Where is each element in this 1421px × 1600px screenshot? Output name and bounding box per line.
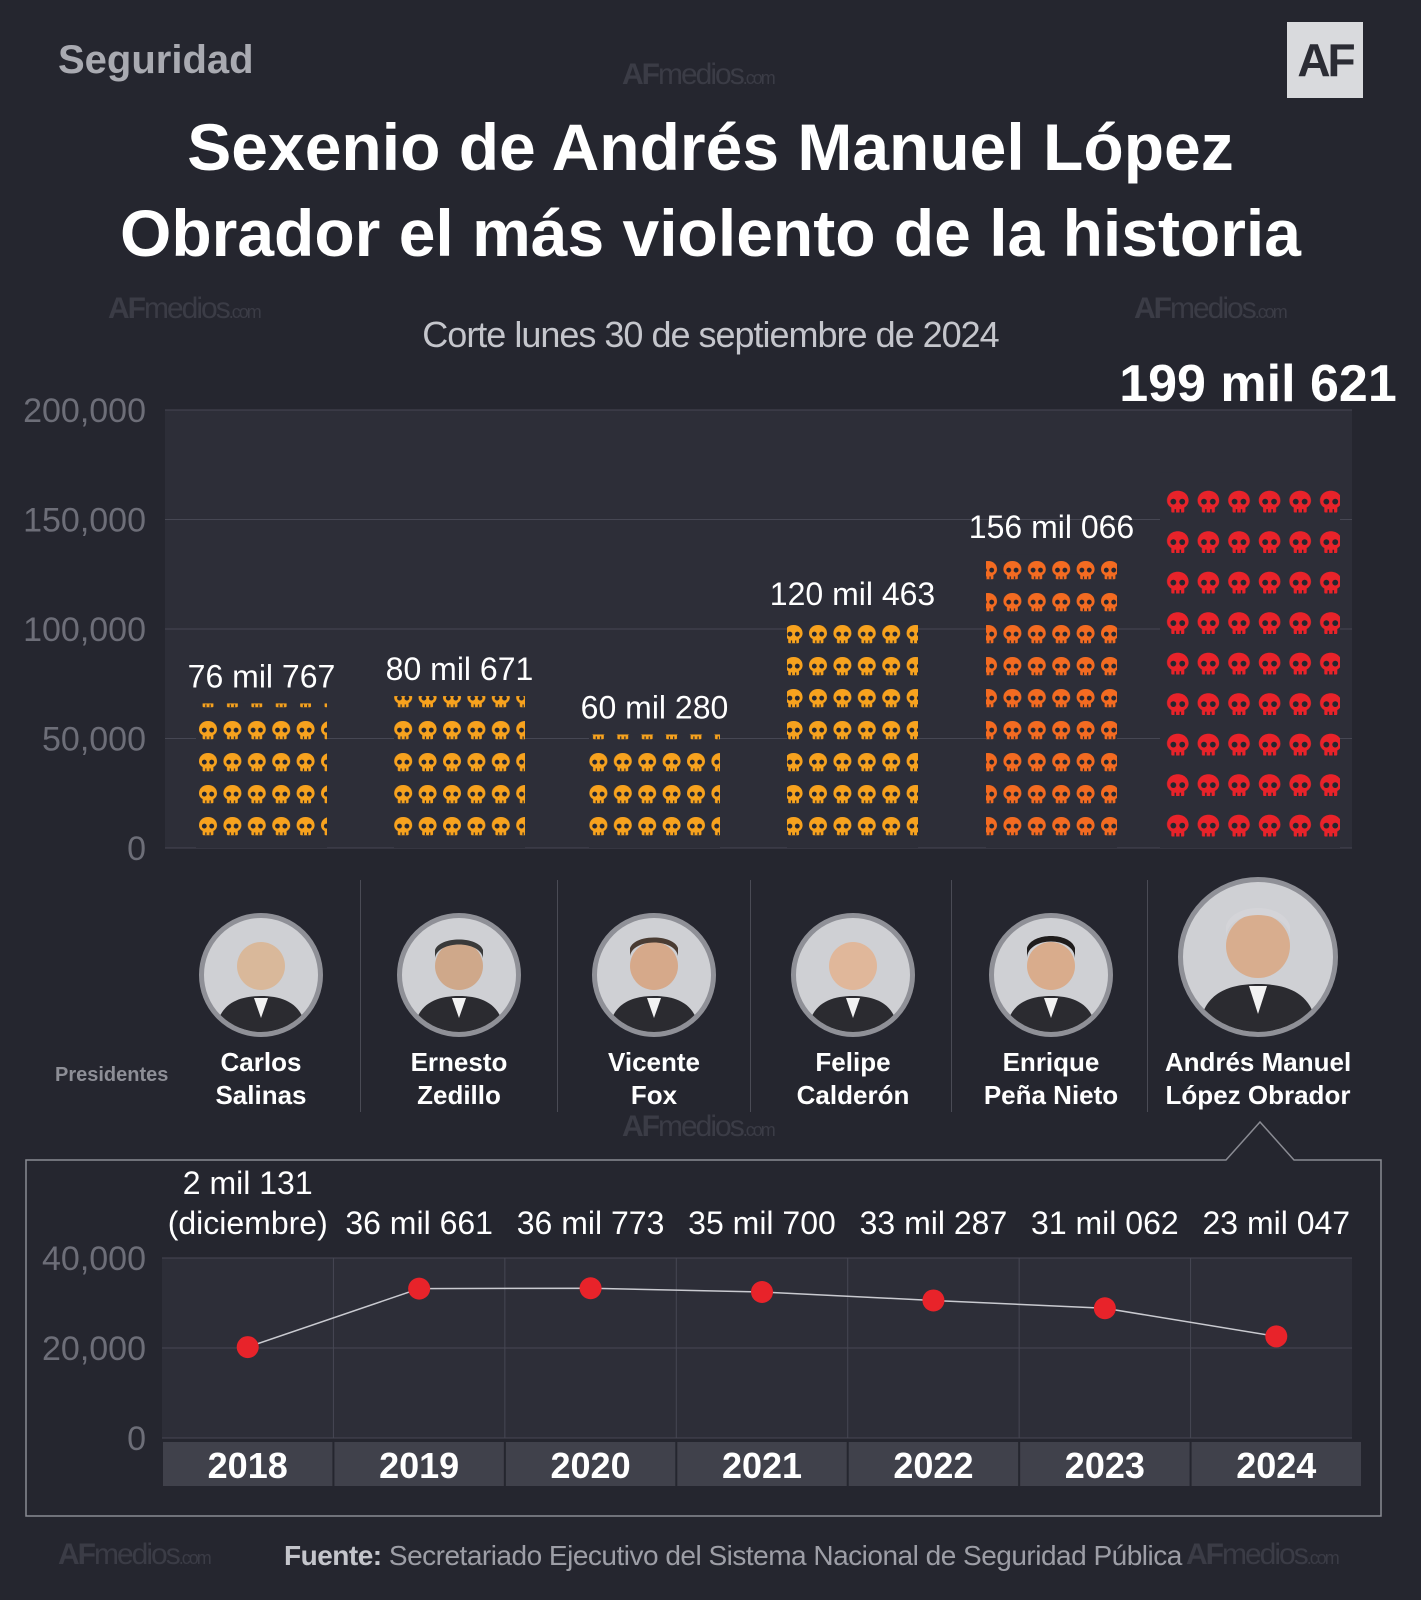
point-value-label: 35 mil 700 [688,1205,836,1241]
president-photo-salinas [199,913,323,1037]
president-photo-calderon [791,913,915,1037]
bar [589,734,720,848]
column-divider [1147,880,1148,1112]
af-logo: AF [1287,22,1363,98]
president-name-fox: Vicente Fox [607,1047,700,1110]
bar-value-label: 120 mil 463 [770,576,935,612]
data-point [236,1336,259,1359]
point-value-label: 23 mil 047 [1202,1205,1350,1241]
bar [986,554,1117,848]
year-cell [163,1442,333,1486]
point-value-label: 36 mil 661 [345,1205,493,1241]
president-name-salinas: Carlos Salinas [215,1047,307,1110]
point-value-label: (diciembre) [168,1205,328,1241]
year-cell [505,1442,676,1486]
data-point [1265,1325,1288,1348]
y-tick-label: 20,000 [42,1330,146,1368]
watermark: AFmedios.com [108,292,262,325]
watermark: AFmedios.com [1134,292,1288,325]
y-tick-label: 200,000 [23,392,146,430]
source-note: Fuente: Secretariado Ejecutivo del Siste… [284,1540,1182,1571]
x-tick-label: 2020 [551,1445,631,1486]
bar-value-label: 156 mil 066 [969,509,1134,545]
yearly-line-chart: 0 20,000 40,000 2018 2019 2020 2021 2022 2023 20… [25,1120,1382,1517]
column-divider [557,880,558,1112]
x-tick-label: 2019 [379,1445,459,1486]
data-point [1093,1297,1116,1320]
x-tick-label: 2023 [1065,1445,1145,1486]
x-tick-label: 2021 [722,1445,802,1486]
x-tick-label: 2018 [208,1445,288,1486]
column-divider [750,880,751,1112]
watermark: AFmedios.com [622,1110,776,1143]
point-value-label: 33 mil 287 [860,1205,1008,1241]
bar [196,703,327,848]
bar-value-label: 199 mil 621 [1119,360,1397,413]
point-value-label: 36 mil 773 [517,1205,665,1241]
y-tick-label: 150,000 [23,502,146,540]
data-point [408,1277,431,1300]
bar [394,696,525,848]
bar-value-label: 76 mil 767 [188,658,336,694]
year-cell [677,1442,847,1486]
president-name-lopez-obrador: Andrés Manuel López Obrador [1164,1047,1352,1110]
title-line-2: Obrador el más violento de la historia [120,196,1301,270]
data-point [751,1280,773,1303]
bar [1160,472,1340,848]
president-name-zedillo: Ernesto Zedillo [410,1047,508,1110]
x-tick-label: 2024 [1236,1445,1316,1486]
watermark: AFmedios.com [1186,1538,1340,1571]
subtitle: Corte lunes 30 de septiembre de 2024 [422,314,999,355]
point-value-label: 31 mil 062 [1031,1205,1179,1241]
data-point [579,1277,602,1300]
bar-value-label: 60 mil 280 [581,689,729,725]
y-tick-label: 0 [127,1420,146,1458]
y-tick-label: 50,000 [42,721,146,759]
president-photo-pena-nieto [989,913,1113,1037]
year-cell [1020,1442,1190,1486]
president-photo-zedillo [397,913,521,1037]
president-name-pena-nieto: Enrique Peña Nieto [983,1047,1119,1110]
data-point [922,1289,945,1312]
x-tick-label: 2022 [893,1445,973,1486]
column-divider [951,880,952,1112]
watermark: AFmedios.com [58,1538,212,1571]
y-tick-label: 40,000 [42,1240,146,1278]
president-name-calderon: Felipe Calderón [796,1047,910,1110]
bar-chart: 0 50,000 100,000 150,000 200,000 76 mil 767 8… [23,360,1397,868]
president-photo-lopez-obrador [1178,877,1338,1037]
year-cell [848,1442,1019,1486]
bar-value-label: 80 mil 671 [386,651,534,687]
bar [787,621,918,848]
y-tick-label: 100,000 [23,611,146,649]
column-divider [360,880,361,1112]
year-cell [1191,1442,1361,1486]
year-cell [334,1442,504,1486]
section-label: Seguridad [58,38,254,82]
point-value-label: 2 mil 131 [183,1165,313,1201]
watermark: AFmedios.com [622,58,776,91]
presidents-label: Presidentes [55,1064,169,1086]
title-line-1: Sexenio de Andrés Manuel López [187,110,1234,184]
president-photo-fox [592,913,716,1037]
y-tick-label: 0 [127,830,146,868]
